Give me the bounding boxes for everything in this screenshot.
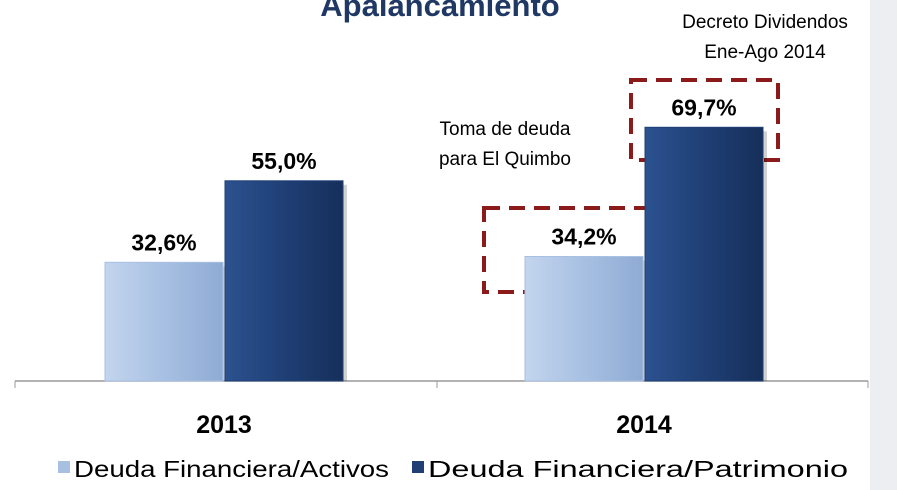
side-strip [870, 0, 897, 490]
legend-swatch [58, 461, 70, 473]
bar [644, 126, 764, 382]
legend-label: Deuda Financiera/Patrimonio [428, 456, 848, 482]
annotation: para El Quimbo [439, 149, 571, 170]
bar [104, 261, 224, 382]
value-label: 34,2% [551, 224, 616, 250]
x-tick-label: 2014 [616, 411, 672, 439]
legend-label: Deuda Financiera/Activos [74, 456, 389, 482]
bar [224, 180, 344, 382]
bar [524, 256, 644, 382]
x-tick-label: 2013 [196, 411, 252, 439]
value-label: 55,0% [251, 148, 316, 174]
chart-title: Apalancamiento [320, 0, 559, 23]
annotation: Decreto Dividendos [682, 12, 848, 33]
value-label: 32,6% [131, 229, 196, 255]
value-label: 69,7% [671, 94, 736, 120]
annotation: Toma de deuda [440, 119, 571, 140]
legend-swatch [412, 461, 424, 473]
annotation: Ene-Ago 2014 [704, 42, 826, 63]
